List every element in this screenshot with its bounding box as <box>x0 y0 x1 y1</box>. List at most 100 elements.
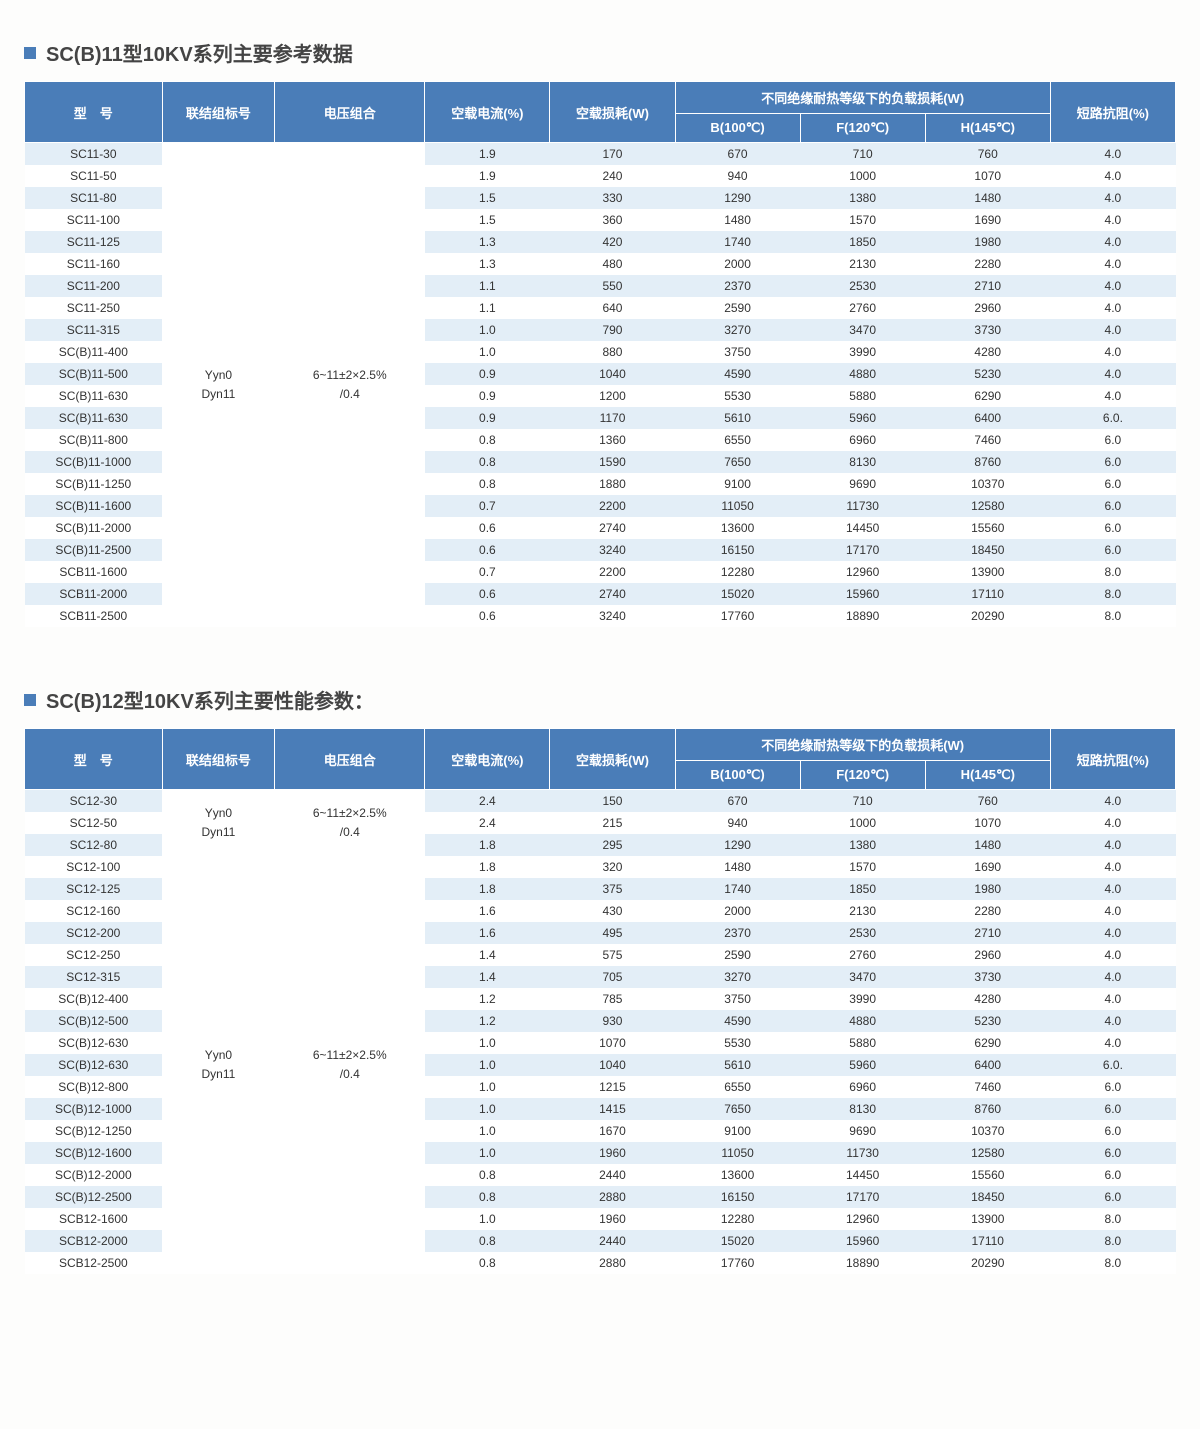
cell-f: 9690 <box>800 1120 925 1142</box>
cell-imp: 6.0 <box>1050 1120 1175 1142</box>
cell-f: 11730 <box>800 1142 925 1164</box>
cell-imp: 4.0 <box>1050 878 1175 900</box>
cell-b: 940 <box>675 812 800 834</box>
cell-noload: 1070 <box>550 1032 675 1054</box>
cell-b: 17760 <box>675 1252 800 1274</box>
cell-noload: 320 <box>550 856 675 878</box>
title-text-1: SC(B)11型10KV系列主要参考数据 <box>46 38 353 67</box>
cell-h: 2280 <box>925 253 1050 275</box>
cell-h: 2710 <box>925 922 1050 944</box>
cell-cur: 0.8 <box>425 451 550 473</box>
cell-imp: 4.0 <box>1050 165 1175 187</box>
cell-b: 7650 <box>675 451 800 473</box>
cell-model: SC11-80 <box>25 187 163 209</box>
cell-imp: 6.0. <box>1050 407 1175 429</box>
cell-cur: 0.6 <box>425 583 550 605</box>
cell-b: 670 <box>675 143 800 166</box>
cell-noload: 1415 <box>550 1098 675 1120</box>
cell-cur: 1.4 <box>425 966 550 988</box>
cell-b: 6550 <box>675 429 800 451</box>
cell-f: 710 <box>800 143 925 166</box>
cell-model: SC(B)11-630 <box>25 385 163 407</box>
th2-cur: 空载电流(%) <box>425 729 550 790</box>
title-text-2: SC(B)12型10KV系列主要性能参数： <box>46 685 374 714</box>
cell-conn: Yyn0Dyn11 <box>162 790 275 857</box>
cell-imp: 4.0 <box>1050 297 1175 319</box>
cell-imp: 4.0 <box>1050 1032 1175 1054</box>
th-loadloss-group: 不同绝缘耐热等级下的负载损耗(W) <box>675 82 1050 114</box>
cell-imp: 6.0 <box>1050 1164 1175 1186</box>
th-conn: 联结组标号 <box>162 82 275 143</box>
cell-conn: Yyn0Dyn11 <box>162 856 275 1274</box>
cell-f: 5880 <box>800 1032 925 1054</box>
th-noload: 空载损耗(W) <box>550 82 675 143</box>
cell-noload: 1040 <box>550 363 675 385</box>
cell-imp: 4.0 <box>1050 143 1175 166</box>
cell-b: 15020 <box>675 583 800 605</box>
cell-h: 3730 <box>925 319 1050 341</box>
cell-noload: 1040 <box>550 1054 675 1076</box>
cell-model: SC(B)11-1600 <box>25 495 163 517</box>
cell-b: 13600 <box>675 1164 800 1186</box>
cell-b: 12280 <box>675 561 800 583</box>
cell-h: 17110 <box>925 583 1050 605</box>
cell-imp: 8.0 <box>1050 561 1175 583</box>
cell-cur: 0.7 <box>425 561 550 583</box>
cell-noload: 705 <box>550 966 675 988</box>
cell-model: SC11-250 <box>25 297 163 319</box>
cell-h: 18450 <box>925 1186 1050 1208</box>
th2-loadloss-group: 不同绝缘耐热等级下的负载损耗(W) <box>675 729 1050 761</box>
cell-f: 5880 <box>800 385 925 407</box>
cell-f: 17170 <box>800 1186 925 1208</box>
cell-model: SC11-50 <box>25 165 163 187</box>
cell-imp: 4.0 <box>1050 856 1175 878</box>
cell-b: 1480 <box>675 209 800 231</box>
cell-b: 3750 <box>675 341 800 363</box>
cell-noload: 2440 <box>550 1230 675 1252</box>
cell-imp: 4.0 <box>1050 253 1175 275</box>
cell-h: 4280 <box>925 988 1050 1010</box>
cell-model: SC12-160 <box>25 900 163 922</box>
cell-h: 10370 <box>925 1120 1050 1142</box>
cell-f: 3990 <box>800 341 925 363</box>
th-cur: 空载电流(%) <box>425 82 550 143</box>
cell-model: SC(B)12-1600 <box>25 1142 163 1164</box>
cell-cur: 0.6 <box>425 605 550 627</box>
cell-h: 13900 <box>925 561 1050 583</box>
cell-h: 7460 <box>925 429 1050 451</box>
cell-h: 1690 <box>925 209 1050 231</box>
th2-b: B(100℃) <box>675 761 800 790</box>
table-1-head: 型 号 联结组标号 电压组合 空载电流(%) 空载损耗(W) 不同绝缘耐热等级下… <box>25 82 1176 143</box>
cell-f: 2530 <box>800 922 925 944</box>
th-b: B(100℃) <box>675 114 800 143</box>
cell-b: 5610 <box>675 1054 800 1076</box>
cell-noload: 3240 <box>550 605 675 627</box>
cell-imp: 4.0 <box>1050 385 1175 407</box>
cell-h: 6400 <box>925 1054 1050 1076</box>
cell-model: SC(B)11-2500 <box>25 539 163 561</box>
cell-noload: 2200 <box>550 495 675 517</box>
cell-b: 12280 <box>675 1208 800 1230</box>
cell-b: 13600 <box>675 517 800 539</box>
cell-model: SC(B)12-630 <box>25 1054 163 1076</box>
table-1: 型 号 联结组标号 电压组合 空载电流(%) 空载损耗(W) 不同绝缘耐热等级下… <box>24 81 1176 627</box>
cell-h: 1480 <box>925 187 1050 209</box>
cell-model: SC11-200 <box>25 275 163 297</box>
cell-imp: 8.0 <box>1050 1252 1175 1274</box>
cell-imp: 4.0 <box>1050 209 1175 231</box>
cell-h: 12580 <box>925 495 1050 517</box>
cell-cur: 1.1 <box>425 275 550 297</box>
cell-model: SC(B)11-1000 <box>25 451 163 473</box>
cell-h: 6290 <box>925 1032 1050 1054</box>
cell-b: 3270 <box>675 319 800 341</box>
cell-imp: 6.0 <box>1050 1186 1175 1208</box>
cell-h: 760 <box>925 143 1050 166</box>
cell-imp: 6.0 <box>1050 429 1175 451</box>
cell-f: 4880 <box>800 363 925 385</box>
cell-noload: 2880 <box>550 1186 675 1208</box>
cell-h: 1980 <box>925 878 1050 900</box>
cell-b: 11050 <box>675 1142 800 1164</box>
th-volt: 电压组合 <box>275 82 425 143</box>
cell-cur: 0.8 <box>425 473 550 495</box>
cell-b: 1740 <box>675 231 800 253</box>
